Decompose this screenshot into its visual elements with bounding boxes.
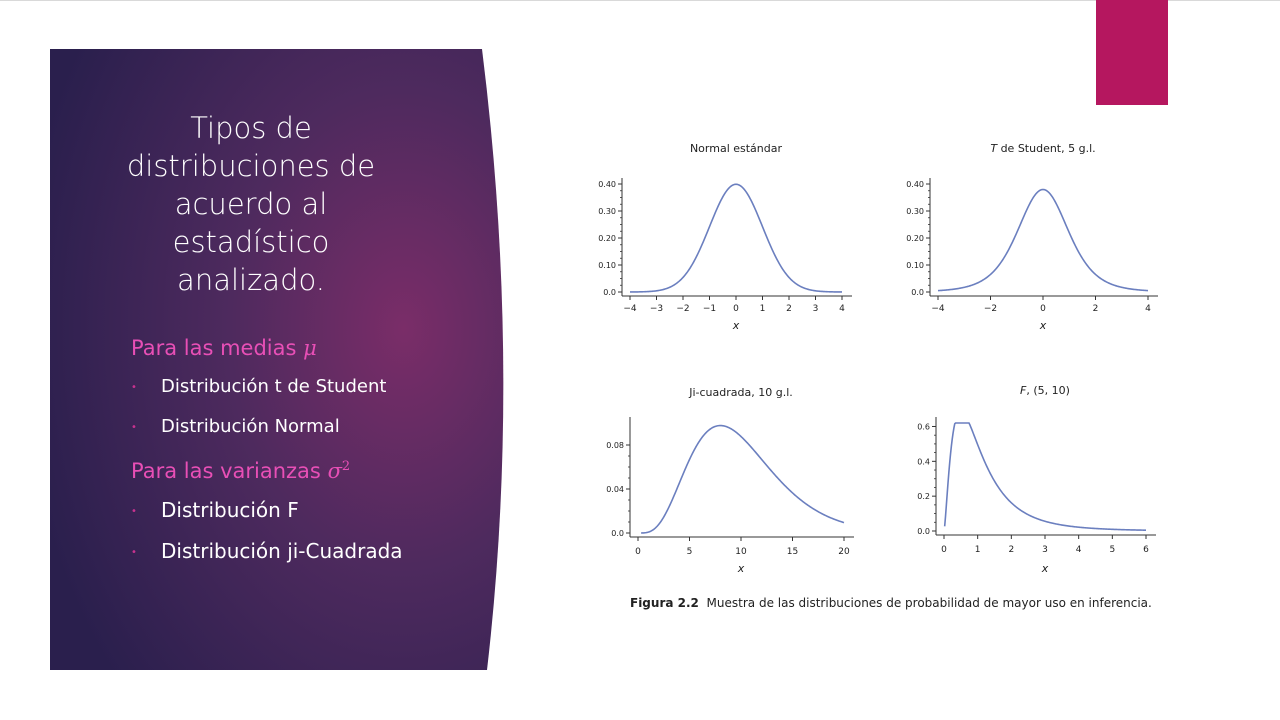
x-tick-label: 6 xyxy=(1143,545,1149,555)
chart-panel-4: F, (5, 10) 0 1 2 3 4 5 6 0.0 0.2 0.4 0.6 x xyxy=(917,384,1156,575)
caption-text: Muestra de las distribuciones de probabi… xyxy=(706,596,1152,610)
means-heading-label: Para las medias xyxy=(131,336,297,360)
chart-title: F, (5, 10) xyxy=(1020,384,1070,397)
x-tick-label: −4 xyxy=(623,304,637,314)
density-curve xyxy=(937,188,1149,292)
y-tick-label: 0.20 xyxy=(906,234,924,243)
figure-caption: Figura 2.2 Muestra de las distribuciones… xyxy=(630,596,1152,610)
x-tick-label: −1 xyxy=(703,304,716,314)
chart-panel-1: Normal estándar −4 −3 −2 −1 0 1 2 3 4 0.0 0.10 0.20 0… xyxy=(598,142,852,332)
x-tick-label: −3 xyxy=(650,304,663,314)
bullet-dot: • xyxy=(131,421,137,433)
x-tick-label: −2 xyxy=(984,304,997,314)
x-tick-label: 2 xyxy=(1093,304,1099,314)
x-tick-label: 2 xyxy=(1008,545,1014,555)
bullet-dot: • xyxy=(131,506,137,517)
title-panel: Tipos de distribuciones de acuerdo al es… xyxy=(50,49,520,670)
chart-title: T de Student, 5 g.l. xyxy=(990,142,1095,155)
y-tick-label: 0.0 xyxy=(611,529,624,538)
x-tick-label: 0 xyxy=(941,545,947,555)
x-tick-label: 4 xyxy=(839,304,845,314)
x-tick-label: −4 xyxy=(931,304,945,314)
density-curve xyxy=(641,424,845,534)
y-tick-label: 0.20 xyxy=(598,234,616,243)
chart-panel-3: Ji-cuadrada, 10 g.l. 0 5 10 15 20 0.0 0.04 0.08 x xyxy=(606,386,854,575)
x-axis-label: x xyxy=(1039,319,1047,332)
y-tick-label: 0.6 xyxy=(917,422,930,431)
bullet-f: • Distribución F xyxy=(131,498,299,522)
y-tick-label: 0.30 xyxy=(598,207,616,216)
bullet-normal: • Distribución Normal xyxy=(131,416,340,437)
y-tick-label: 0.04 xyxy=(606,485,624,494)
y-tick-label: 0.4 xyxy=(917,457,930,466)
slide-title: Tipos de distribuciones de acuerdo al es… xyxy=(126,111,376,297)
bullet-t-student: • Distribución t de Student xyxy=(131,376,386,397)
x-tick-label: 4 xyxy=(1076,545,1082,555)
density-curve xyxy=(630,183,842,293)
x-tick-label: 0 xyxy=(635,547,641,557)
caption-label: Figura 2.2 xyxy=(630,596,699,610)
distributions-figure: Normal estándar −4 −3 −2 −1 0 1 2 3 4 0.0 0.10 0.20 0… xyxy=(590,130,1180,630)
sigma-exponent: 2 xyxy=(341,459,351,474)
x-tick-label: 4 xyxy=(1145,304,1151,314)
top-border-line xyxy=(0,0,1280,1)
x-tick-label: 1 xyxy=(760,304,766,314)
means-heading: Para las medias μ xyxy=(131,336,317,360)
y-tick-label: 0.40 xyxy=(906,180,924,189)
chart-panel-2: T de Student, 5 g.l. −4 −2 0 2 4 0.0 0.10 0.20 0.… xyxy=(906,142,1158,332)
panel-background xyxy=(50,49,520,670)
charts-svg: Normal estándar−4 −3 −2 −1 0 1 2 3 40.00.100.200… xyxy=(598,142,1158,575)
variances-heading-label: Para las varianzas xyxy=(131,459,321,483)
x-axis-label: x xyxy=(1041,562,1049,575)
chart-title-rest: de Student, 5 g.l. xyxy=(997,142,1096,155)
bullet-text: Distribución F xyxy=(161,498,299,522)
bullet-chi-square: • Distribución ji-Cuadrada xyxy=(131,539,403,563)
bullet-dot: • xyxy=(131,547,137,558)
y-tick-label: 0.08 xyxy=(606,441,624,450)
density-curve xyxy=(943,422,1147,531)
mu-symbol: μ xyxy=(303,336,317,360)
x-tick-label: 0 xyxy=(733,304,739,314)
x-tick-label: 15 xyxy=(787,547,798,557)
y-tick-label: 0.2 xyxy=(917,492,930,501)
variances-heading: Para las varianzas σ2 xyxy=(131,455,350,483)
x-tick-label: 10 xyxy=(735,547,747,557)
chart-title: Normal estándar xyxy=(690,142,783,155)
bullet-dot: • xyxy=(131,381,137,393)
x-tick-label: −2 xyxy=(676,304,689,314)
bullet-text: Distribución t de Student xyxy=(161,376,387,397)
x-tick-label: 2 xyxy=(786,304,792,314)
x-tick-label: 5 xyxy=(687,547,693,557)
y-tick-label: 0.0 xyxy=(603,288,616,297)
x-tick-label: 0 xyxy=(1040,304,1046,314)
x-tick-label: 1 xyxy=(975,545,981,555)
y-tick-label: 0.10 xyxy=(598,261,616,270)
y-tick-label: 0.0 xyxy=(911,288,924,297)
y-tick-label: 0.30 xyxy=(906,207,924,216)
chart-title-italic: F xyxy=(1020,384,1027,397)
x-axis-label: x xyxy=(737,562,745,575)
x-axis-label: x xyxy=(732,319,740,332)
y-tick-label: 0.40 xyxy=(598,180,616,189)
bullet-text: Distribución ji-Cuadrada xyxy=(161,539,403,563)
bullet-text: Distribución Normal xyxy=(161,416,340,437)
x-tick-label: 3 xyxy=(813,304,819,314)
x-tick-label: 20 xyxy=(838,547,850,557)
y-tick-label: 0.0 xyxy=(917,527,930,536)
y-tick-label: 0.10 xyxy=(906,261,924,270)
x-tick-label: 5 xyxy=(1109,545,1115,555)
accent-block xyxy=(1096,0,1168,105)
sigma-symbol: σ xyxy=(327,459,342,483)
chart-title-italic: T xyxy=(990,142,998,155)
chart-title-rest: , (5, 10) xyxy=(1026,384,1070,397)
x-tick-label: 3 xyxy=(1042,545,1048,555)
chart-title: Ji-cuadrada, 10 g.l. xyxy=(688,386,793,399)
